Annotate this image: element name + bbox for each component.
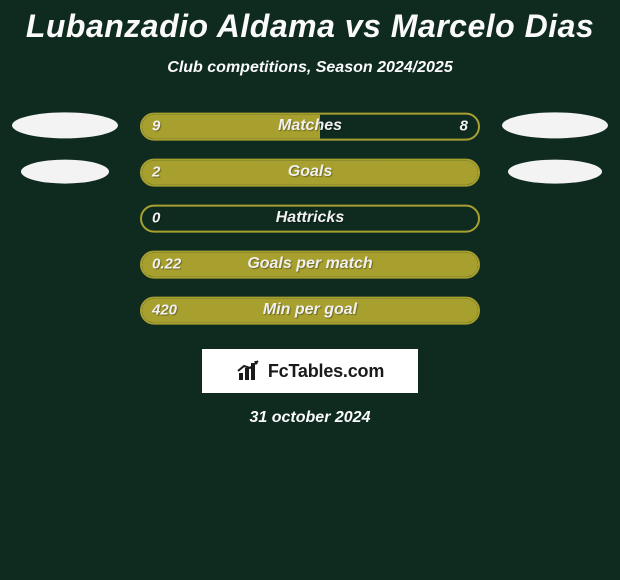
date-text: 31 october 2024 (0, 409, 620, 427)
stat-bar (140, 205, 480, 233)
page-subtitle: Club competitions, Season 2024/2025 (0, 59, 620, 77)
stat-bar-fill (142, 115, 320, 139)
brand-text: FcTables.com (268, 361, 384, 382)
stat-bar (140, 251, 480, 279)
comparison-card: Lubanzadio Aldama vs Marcelo Dias Club c… (0, 0, 620, 580)
stat-bar (140, 113, 480, 141)
stat-value-left: 420 (152, 301, 177, 318)
page-title: Lubanzadio Aldama vs Marcelo Dias (0, 0, 620, 45)
stat-bar-fill (142, 253, 478, 277)
stat-value-right: 8 (460, 117, 468, 134)
player-marker-left (21, 160, 109, 184)
player-marker-right (502, 112, 608, 138)
stat-row: Matches98 (0, 105, 620, 151)
stat-bar-fill (142, 299, 478, 323)
stat-bar-fill (142, 161, 478, 185)
brand-badge: FcTables.com (202, 349, 418, 393)
stat-row: Goals2 (0, 151, 620, 197)
stat-value-left: 2 (152, 163, 160, 180)
stat-row: Goals per match0.22 (0, 243, 620, 289)
stat-row: Hattricks0 (0, 197, 620, 243)
stats-chart: Matches98Goals2Hattricks0Goals per match… (0, 105, 620, 335)
stat-bar (140, 297, 480, 325)
stat-value-left: 9 (152, 117, 160, 134)
player-marker-left (12, 112, 118, 138)
stat-row: Min per goal420 (0, 289, 620, 335)
stat-value-left: 0.22 (152, 255, 181, 272)
stat-value-left: 0 (152, 209, 160, 226)
chart-icon (236, 359, 262, 383)
stat-bar (140, 159, 480, 187)
player-marker-right (508, 160, 602, 184)
